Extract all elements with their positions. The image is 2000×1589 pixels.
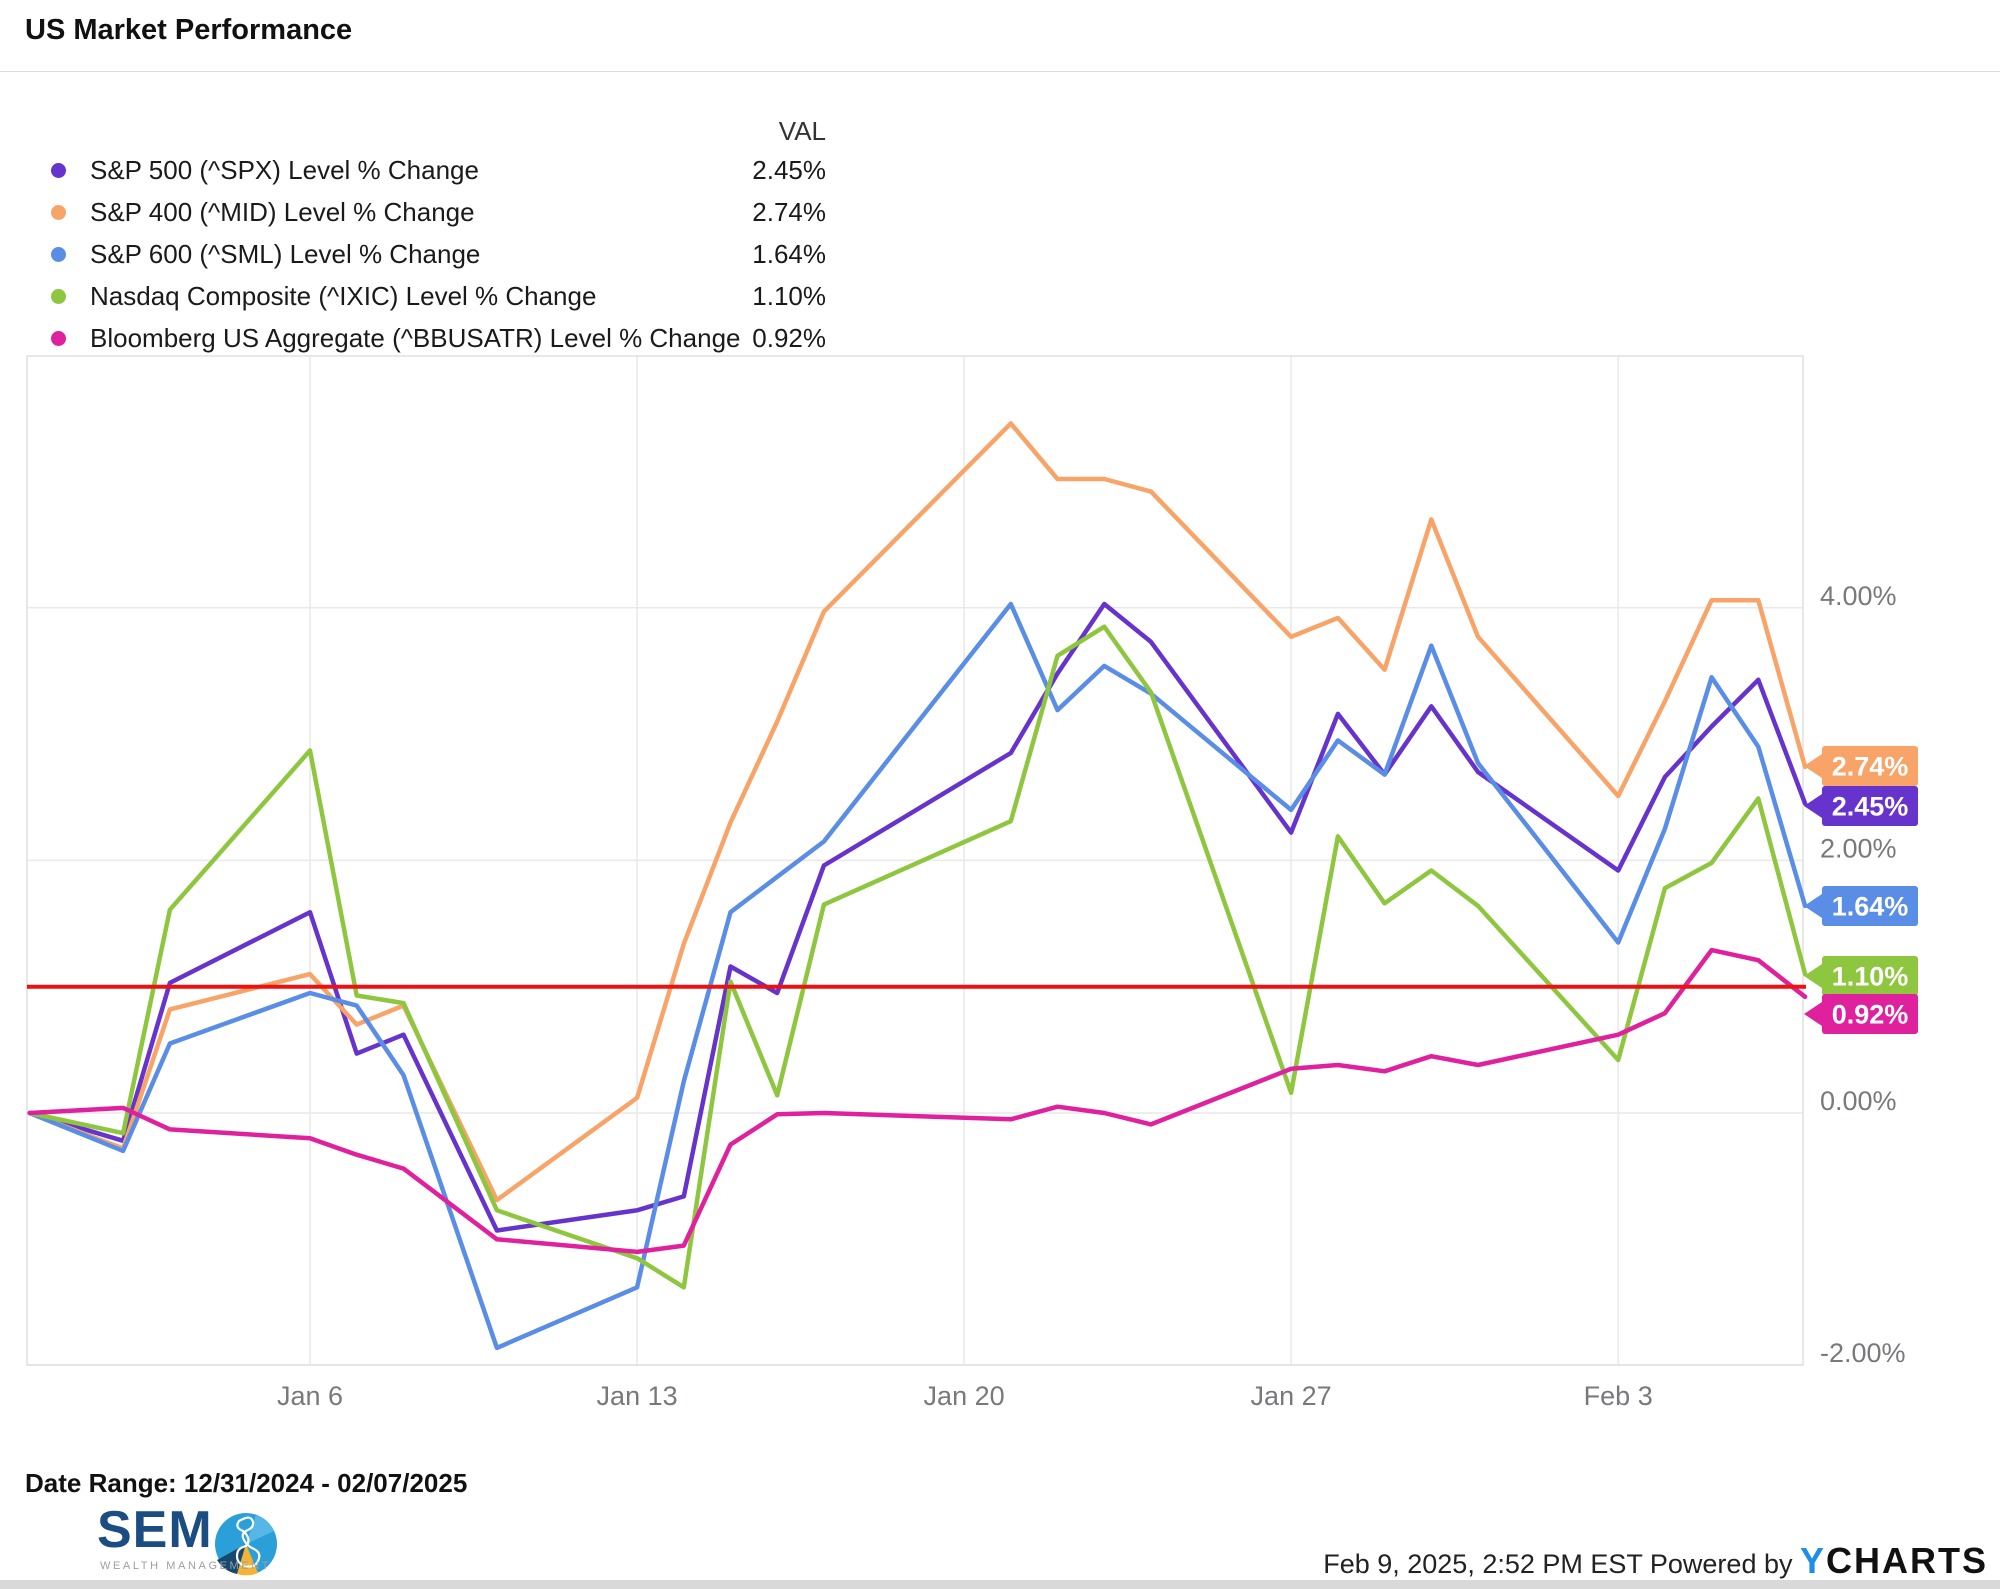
legend-item-label: Bloomberg US Aggregate (^BBUSATR) Level …: [90, 322, 741, 353]
legend-item-5: Bloomberg US Aggregate (^BBUSATR) Level …: [0, 317, 900, 359]
y-axis-label-4.00%: 4.00%: [1820, 581, 1897, 611]
series-line-5: [27, 947, 1808, 1255]
value-badge-text-2: 2.45%: [1832, 792, 1909, 822]
value-badge-text-5: 0.92%: [1832, 1000, 1909, 1030]
legend-val-header: VAL: [778, 116, 826, 146]
value-badge-box-2: [1822, 786, 1918, 826]
legend-item-value: 2.45%: [752, 154, 826, 185]
x-axis-label-Jan 20: Jan 20: [924, 1381, 1005, 1411]
value-badge-arrow-2: [1804, 794, 1822, 818]
value-badge-box-4: [1822, 956, 1918, 996]
legend-item-label: S&P 600 (^SML) Level % Change: [90, 238, 481, 269]
value-badge-box-3: [1822, 886, 1918, 926]
ycharts-logo-charts: CHARTS: [1826, 1540, 1988, 1581]
legend-item-label: S&P 400 (^MID) Level % Change: [90, 196, 475, 227]
y-axis-label-0.00%: 0.00%: [1820, 1086, 1897, 1116]
sem-logo-subtext: WEALTH MANAGEMENT: [100, 1560, 272, 1572]
sem-logo-icon: [215, 1513, 277, 1576]
value-badge-text-3: 1.64%: [1832, 892, 1909, 922]
y-axis-label-2.00%: 2.00%: [1820, 833, 1897, 863]
value-badge-text-4: 1.10%: [1832, 962, 1909, 992]
series-line-4: [27, 624, 1808, 1290]
footer-timestamp: Feb 9, 2025, 2:52 PM EST Powered by YCHA…: [1323, 1540, 1988, 1582]
timestamp-text: Feb 9, 2025, 2:52 PM EST Powered by: [1323, 1549, 1800, 1579]
ycharts-logo: YCHARTS: [1800, 1540, 1988, 1581]
title-divider: [0, 71, 2000, 72]
legend-item-value: 0.92%: [752, 322, 826, 353]
legend-item-1: S&P 500 (^SPX) Level % Change 2.45%: [0, 149, 900, 191]
bottom-bar: [0, 1580, 2000, 1589]
series-line-1: [27, 601, 1808, 1233]
x-axis-label-Jan 13: Jan 13: [597, 1381, 678, 1411]
plot-border: [26, 355, 1804, 1366]
legend-item-value: 1.64%: [752, 238, 826, 269]
page-title: US Market Performance: [25, 14, 353, 46]
legend-item-4: Nasdaq Composite (^IXIC) Level % Change 1…: [0, 275, 900, 317]
legend-dot-icon: [51, 204, 66, 220]
value-badge-box-1: [1822, 746, 1918, 786]
ycharts-logo-y: Y: [1799, 1540, 1826, 1581]
legend-item-2: S&P 400 (^MID) Level % Change 2.74%: [0, 191, 900, 233]
value-badge-arrow-1: [1804, 754, 1822, 778]
legend-item-3: S&P 600 (^SML) Level % Change 1.64%: [0, 233, 900, 275]
legend-item-label: S&P 500 (^SPX) Level % Change: [90, 154, 479, 185]
y-axis-label--2.00%: -2.00%: [1820, 1338, 1906, 1368]
legend-item-value: 1.10%: [752, 280, 826, 311]
value-badge-arrow-3: [1804, 894, 1822, 918]
sem-logo-text: SEM: [97, 1501, 213, 1559]
legend-dot-icon: [51, 288, 66, 304]
value-badge-box-5: [1822, 994, 1918, 1034]
legend-dot-icon: [51, 162, 66, 178]
legend-dot-icon: [51, 246, 66, 262]
legend-item-label: Nasdaq Composite (^IXIC) Level % Change: [90, 280, 597, 311]
value-badge-text-1: 2.74%: [1832, 752, 1909, 782]
date-range-label: Date Range: 12/31/2024 - 02/07/2025: [25, 1468, 468, 1498]
legend-item-value: 2.74%: [752, 196, 826, 227]
x-axis-label-Feb 3: Feb 3: [1584, 1381, 1653, 1411]
series-line-3: [27, 601, 1808, 1351]
value-badge-arrow-4: [1804, 964, 1822, 988]
value-badge-arrow-5: [1804, 1002, 1822, 1026]
series-line-2: [27, 421, 1808, 1203]
x-axis-label-Jan 27: Jan 27: [1251, 1381, 1332, 1411]
legend-dot-icon: [51, 330, 66, 346]
x-axis-label-Jan 6: Jan 6: [277, 1381, 343, 1411]
